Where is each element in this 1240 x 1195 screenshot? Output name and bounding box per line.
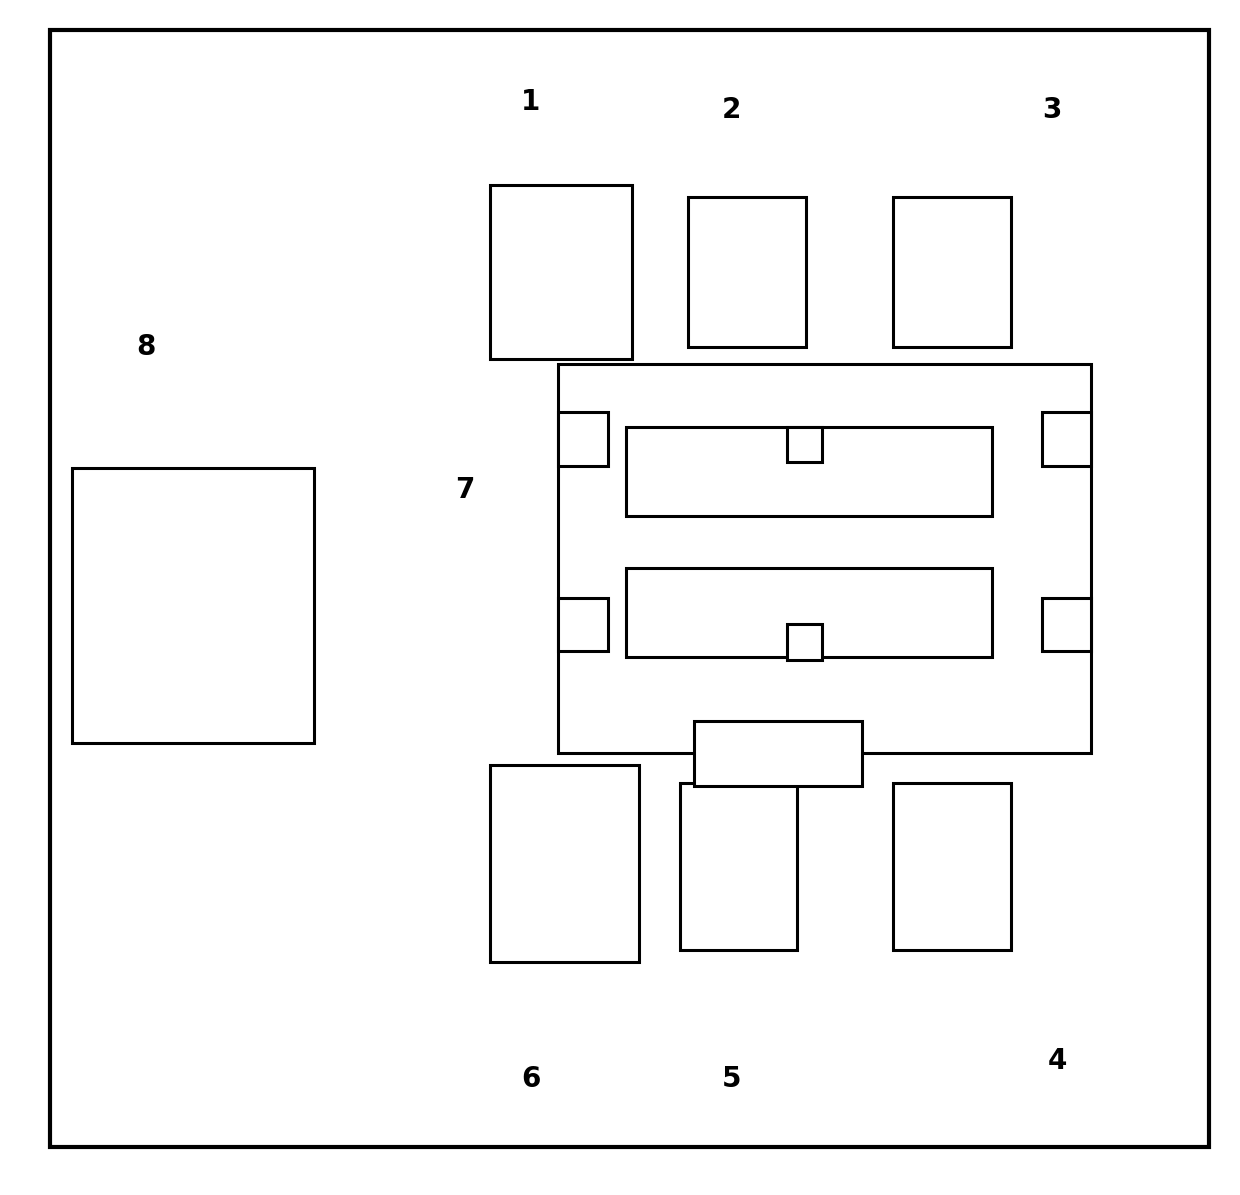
Text: 2: 2 xyxy=(722,96,742,124)
Bar xyxy=(558,364,1091,753)
Bar xyxy=(490,765,639,962)
Text: 8: 8 xyxy=(136,332,156,361)
Bar xyxy=(558,412,608,466)
Text: 7: 7 xyxy=(455,476,475,504)
Bar xyxy=(72,468,314,743)
Bar xyxy=(694,721,862,786)
Bar xyxy=(626,568,992,657)
Bar xyxy=(893,197,1011,347)
Bar xyxy=(490,185,632,358)
Text: 4: 4 xyxy=(1048,1047,1068,1076)
Bar xyxy=(680,783,797,950)
Bar xyxy=(787,624,822,660)
Text: 1: 1 xyxy=(521,87,541,116)
Text: 5: 5 xyxy=(722,1065,742,1093)
Bar xyxy=(558,598,608,651)
Bar xyxy=(893,783,1011,950)
Bar xyxy=(1042,598,1091,651)
Bar xyxy=(626,427,992,516)
Text: 6: 6 xyxy=(521,1065,541,1093)
Bar xyxy=(787,427,822,462)
Bar xyxy=(688,197,806,347)
Bar xyxy=(1042,412,1091,466)
Text: 3: 3 xyxy=(1042,96,1061,124)
